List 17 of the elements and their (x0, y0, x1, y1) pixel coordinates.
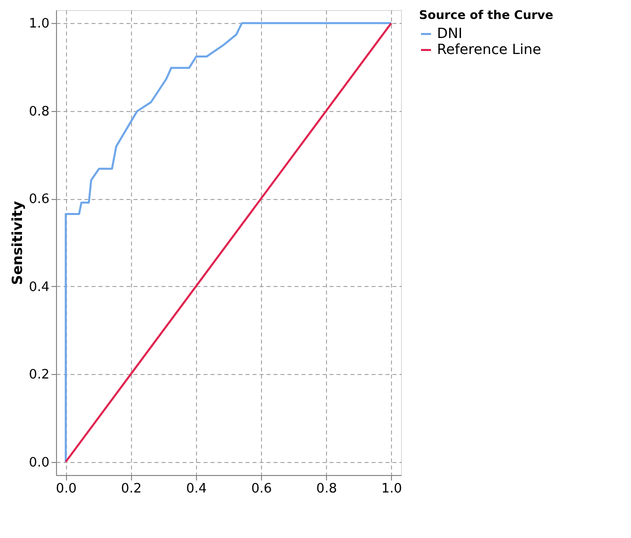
y-axis-title: Sensitivity (10, 201, 26, 285)
y-tick-label: 0.2 (28, 368, 50, 383)
legend-label: DNI (437, 26, 462, 42)
line-series (64, 22, 392, 463)
y-tick-label: 1.0 (28, 16, 50, 32)
y-tick-label: 0.4 (28, 280, 50, 295)
y-tick-label: 0.0 (28, 455, 50, 470)
y-tick-label: 0.8 (28, 104, 50, 120)
y-tick-label: 0.6 (28, 192, 50, 208)
x-tick-label: 0.8 (316, 482, 337, 496)
legend-title: Source of the Curve (419, 8, 554, 22)
x-tick-label: 0.4 (186, 482, 207, 496)
x-tick-label: 0.0 (56, 482, 77, 496)
legend-label: Reference Line (437, 42, 542, 58)
x-tick-label: 1.0 (381, 482, 402, 496)
x-tick-label: 0.2 (121, 482, 142, 496)
x-tick-label: 0.6 (251, 482, 272, 496)
